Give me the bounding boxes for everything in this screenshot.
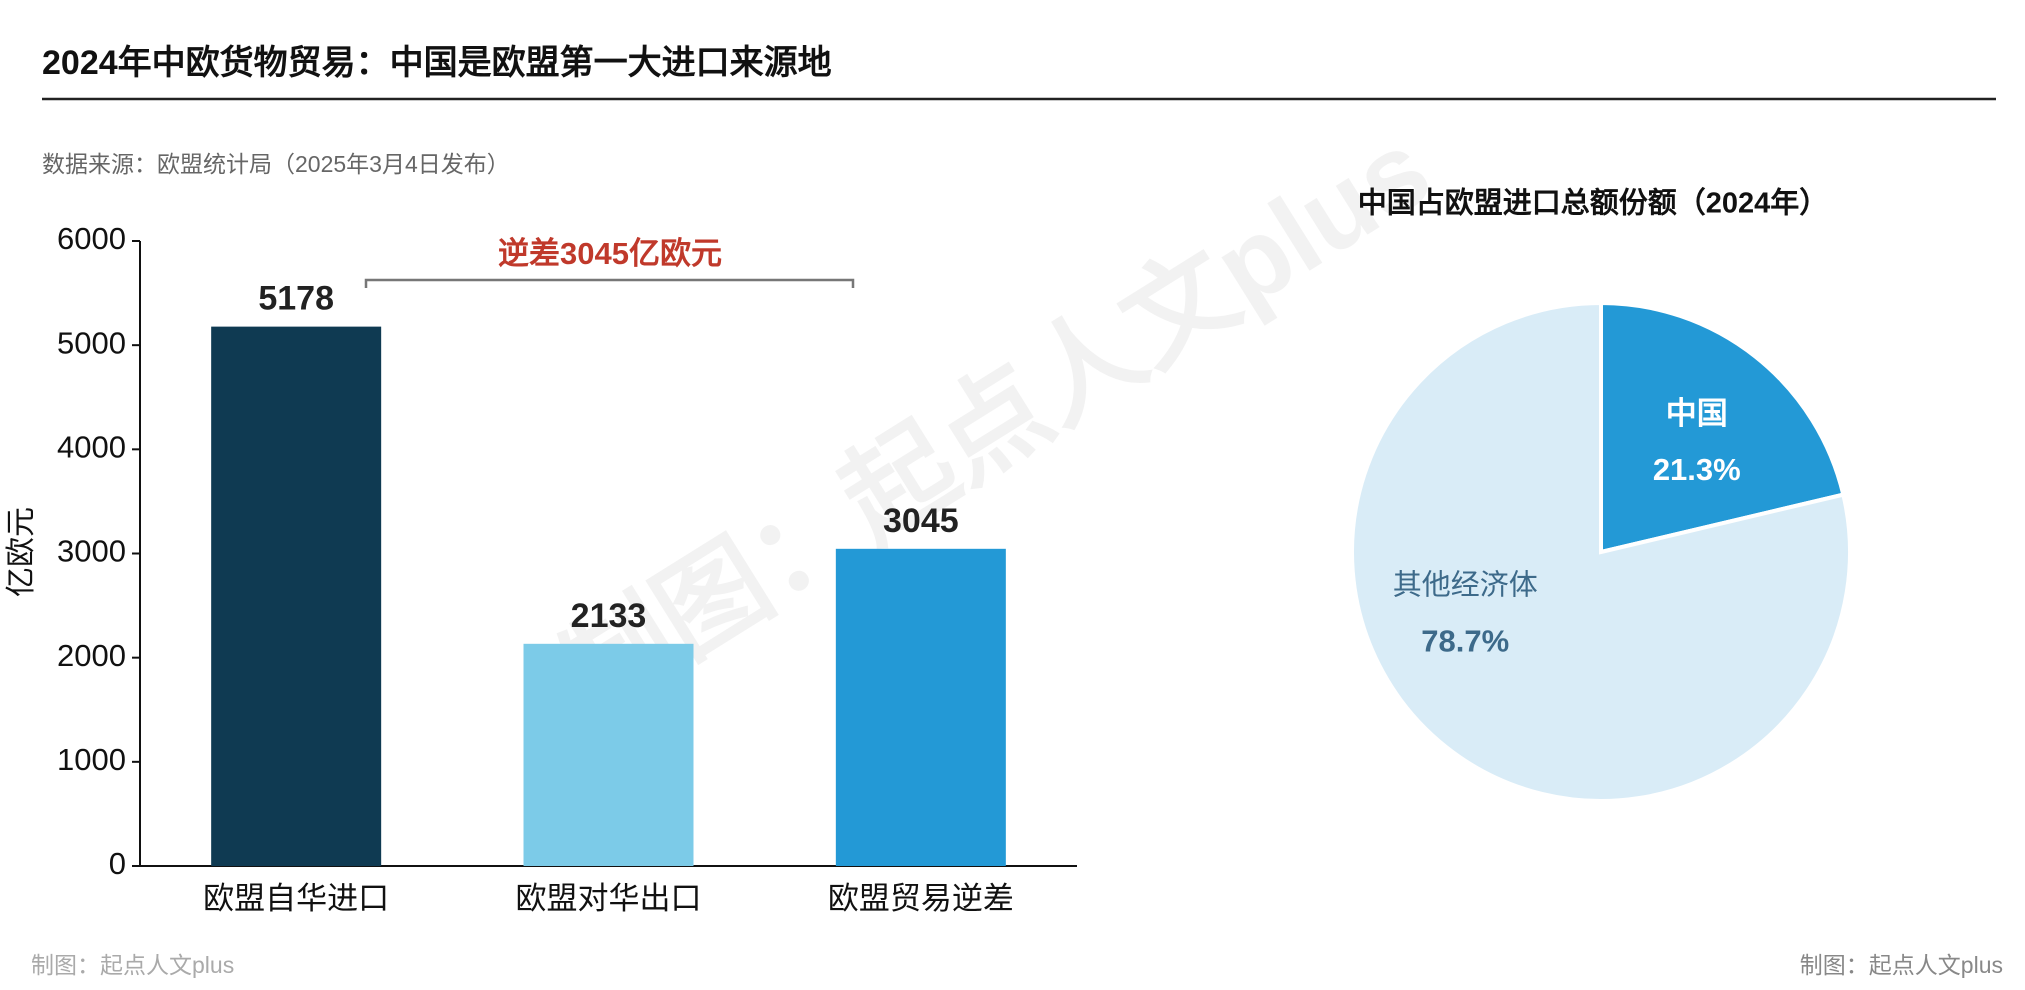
x-tick-label: 欧盟贸易逆差 bbox=[828, 881, 1014, 916]
pie-title: 中国占欧盟进口总额份额（2024年） bbox=[1358, 186, 1829, 220]
x-tick-label: 欧盟自华进口 bbox=[203, 881, 389, 916]
y-tick-label: 2000 bbox=[57, 638, 126, 673]
bar bbox=[835, 548, 1006, 866]
deficit-bracket bbox=[364, 278, 855, 288]
bar bbox=[211, 326, 382, 866]
y-tick-label: 1000 bbox=[57, 742, 126, 777]
y-tick-label: 4000 bbox=[57, 430, 126, 465]
source: 数据来源：欧盟统计局（2025年3月4日发布） bbox=[42, 151, 510, 177]
slice-label: 中国 bbox=[1666, 396, 1728, 431]
value-label: 5178 bbox=[258, 280, 334, 318]
y-tick-label: 6000 bbox=[57, 221, 126, 256]
credit: 制图：起点人文plus bbox=[31, 952, 234, 978]
credit: 制图：起点人文plus bbox=[1800, 952, 2003, 978]
value-label: 2133 bbox=[571, 597, 647, 635]
page-title: 2024年中欧货物贸易：中国是欧盟第一大进口来源地 bbox=[42, 44, 832, 82]
x-tick-label: 欧盟对华出口 bbox=[516, 881, 702, 916]
y-tick-label: 5000 bbox=[57, 325, 126, 360]
slice-label: 其他经济体 bbox=[1393, 569, 1538, 602]
bar bbox=[523, 643, 694, 866]
y-axis-label: 亿欧元 bbox=[5, 507, 38, 597]
slice-value: 78.7% bbox=[1421, 623, 1509, 658]
y-tick-label: 3000 bbox=[57, 534, 126, 569]
slice-value: 21.3% bbox=[1653, 452, 1741, 487]
pie-slice bbox=[1599, 300, 1846, 555]
annotation: 逆差3045亿欧元 bbox=[498, 236, 722, 271]
y-tick-label: 0 bbox=[109, 846, 126, 881]
pie-slice bbox=[1350, 300, 1852, 803]
value-label: 3045 bbox=[883, 502, 959, 540]
